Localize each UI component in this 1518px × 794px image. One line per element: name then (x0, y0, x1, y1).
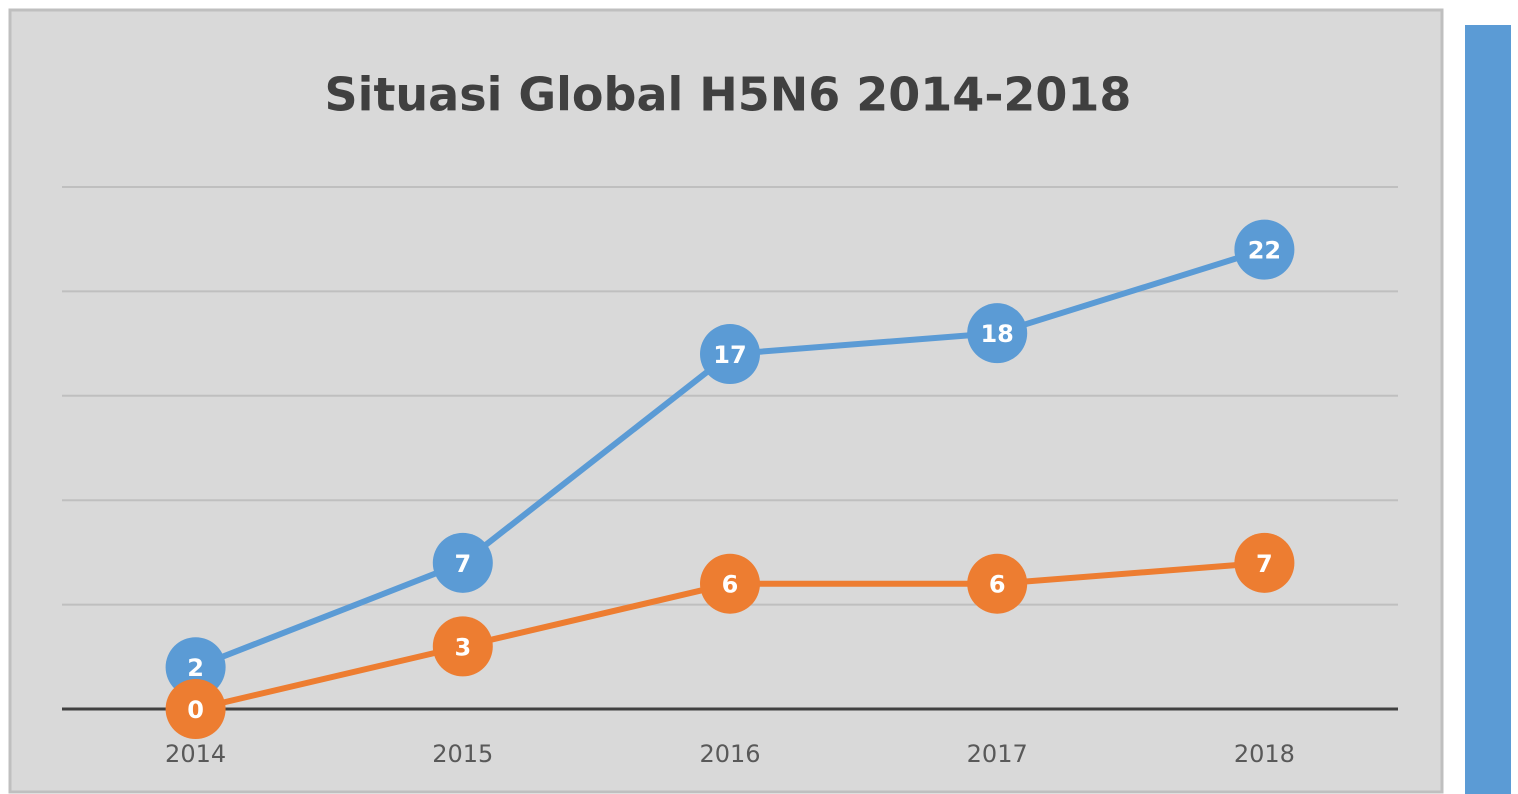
marker (432, 532, 493, 593)
data-label: 3 (454, 633, 471, 661)
side-bar (1465, 25, 1511, 794)
data-label: 2 (187, 654, 204, 682)
marker (1234, 219, 1295, 280)
chart-background (8, 8, 1444, 794)
data-label: 0 (187, 696, 204, 724)
data-label: 6 (989, 571, 1006, 599)
x-tick-label: 2015 (432, 740, 493, 768)
marker (967, 303, 1028, 364)
data-label: 7 (454, 550, 471, 578)
marker (165, 679, 226, 739)
marker (432, 616, 493, 677)
marker (700, 324, 760, 385)
marker (967, 553, 1028, 614)
data-label: 7 (1256, 550, 1273, 578)
data-label: 17 (713, 341, 746, 369)
x-tick-label: 2018 (1234, 740, 1295, 768)
data-label: 6 (722, 571, 739, 599)
x-tick-label: 2014 (165, 740, 226, 768)
x-tick-label: 2017 (967, 740, 1028, 768)
x-tick-label: 2016 (699, 740, 760, 768)
marker (1234, 532, 1295, 593)
marker (700, 553, 760, 614)
data-label: 22 (1248, 237, 1281, 265)
chart-title: Situasi Global H5N6 2014-2018 (325, 68, 1132, 122)
data-label: 18 (980, 320, 1013, 348)
marker (165, 637, 226, 698)
